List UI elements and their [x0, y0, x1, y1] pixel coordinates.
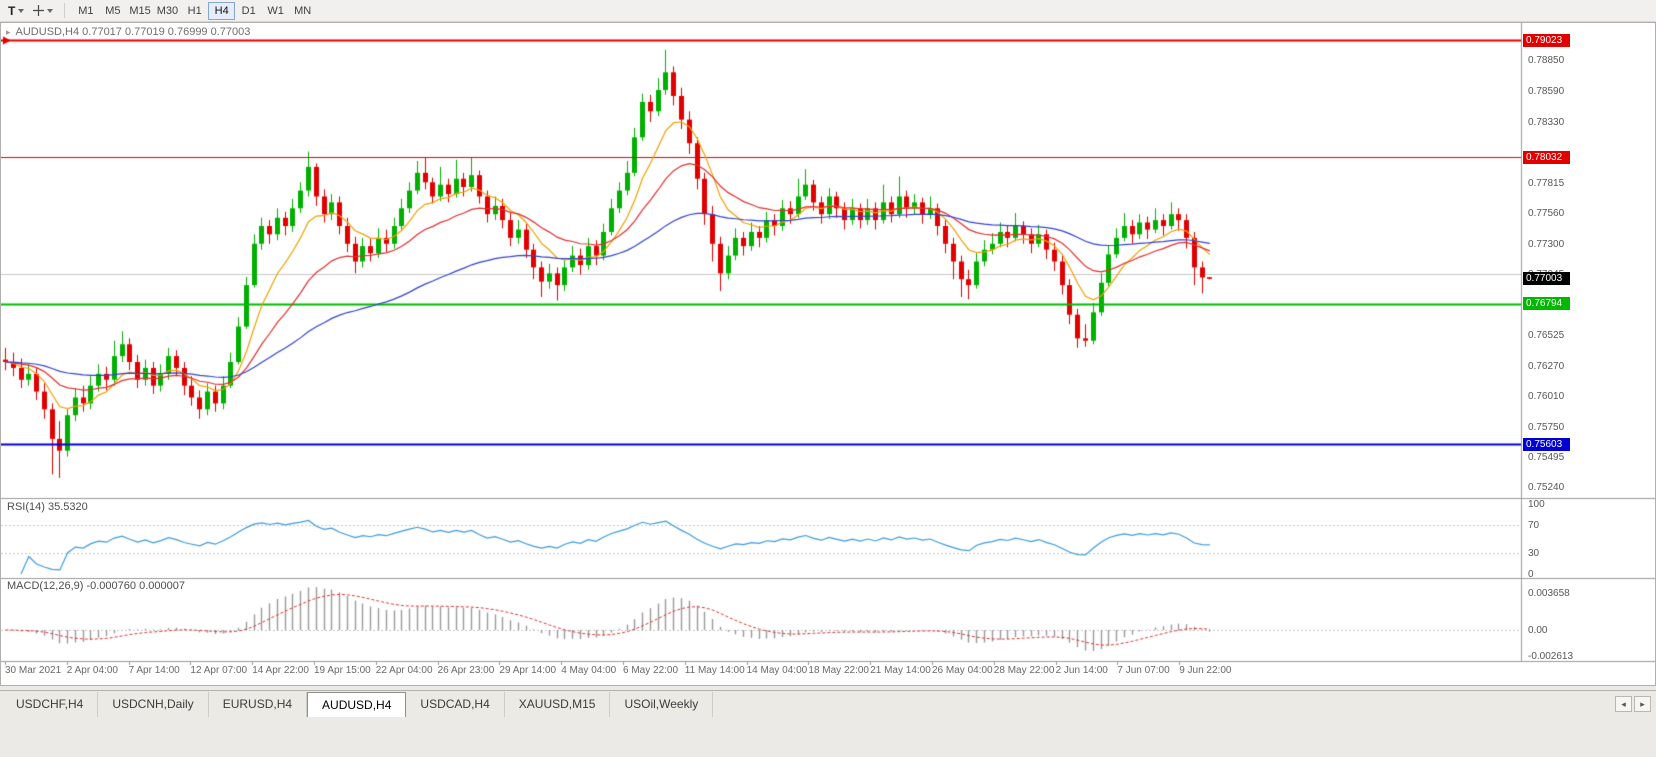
price-axis-label: 0.78850 — [1528, 55, 1565, 67]
time-axis-label: 30 Mar 2021 — [5, 665, 62, 676]
price-level-badge: 0.76794 — [1523, 297, 1570, 311]
price-level-badge: 0.75603 — [1523, 437, 1570, 451]
time-axis-label: 28 May 22:00 — [993, 665, 1055, 676]
price-axis-label: 0.77815 — [1528, 177, 1565, 189]
price-axis-label: 0.78330 — [1528, 116, 1565, 128]
time-axis-label: 14 May 04:00 — [746, 665, 808, 676]
price-axis-label: 0.76010 — [1528, 391, 1565, 403]
price-axis-label: 0.77300 — [1528, 238, 1565, 250]
time-axis-label: 11 May 14:00 — [684, 665, 745, 676]
text-tool-label: T — [8, 3, 16, 18]
price-chart-canvas[interactable] — [1, 23, 1655, 685]
timeframe-button-h1[interactable]: H1 — [187, 4, 202, 17]
price-axis-label: 0.78590 — [1528, 86, 1565, 98]
time-axis-label: 4 May 04:00 — [561, 665, 617, 676]
timeframe-button-m5[interactable]: M5 — [105, 4, 121, 17]
price-axis-label: 0.75750 — [1528, 422, 1565, 434]
timeframe-group: M1 M5 M15 M30 H1 H4 D1 W1 MN — [72, 1, 316, 20]
price-level-badge: 0.78032 — [1523, 150, 1570, 164]
chart-tab-usdcad[interactable]: USDCAD,H4 — [406, 692, 505, 717]
price-axis-label: 0.77560 — [1528, 208, 1565, 220]
time-axis-label: 19 Apr 15:00 — [314, 665, 371, 676]
current-price-badge: 0.77003 — [1523, 272, 1570, 286]
price-axis-label: 0.76270 — [1528, 360, 1565, 372]
timeframe-button-h4[interactable]: H4 — [208, 1, 236, 20]
rsi-axis-label: 100 — [1528, 499, 1545, 510]
price-level-badge: 0.79023 — [1523, 33, 1570, 47]
price-axis-label: 0.75495 — [1528, 452, 1565, 464]
time-axis-label: 26 May 04:00 — [932, 665, 993, 676]
timeframe-button-w1[interactable]: W1 — [267, 4, 284, 17]
tab-scroll-right-button[interactable]: ▸ — [1634, 696, 1651, 712]
rsi-indicator-label: RSI(14) 35.5320 — [7, 501, 88, 513]
chart-ohlc-title: ▸ AUDUSD,H4 0.77017 0.77019 0.76999 0.770… — [6, 26, 250, 38]
crosshair-icon — [33, 5, 45, 16]
toolbar-separator — [64, 3, 66, 18]
time-axis-label: 26 Apr 23:00 — [437, 665, 495, 676]
chart-tabs: USDCHF,H4 USDCNH,Daily EURUSD,H4 AUDUSD,H4 U… — [2, 692, 714, 717]
chart-tab-bar: USDCHF,H4 USDCNH,Daily EURUSD,H4 AUDUSD,H4 U… — [0, 690, 1656, 717]
tab-scroll-controls: ◂ ▸ — [1615, 696, 1651, 712]
dropdown-caret-icon — [47, 8, 54, 13]
time-axis-label: 12 Apr 07:00 — [190, 665, 248, 676]
time-axis-label: 7 Apr 14:00 — [128, 665, 180, 676]
chart-begin-marker-icon: ▸ — [6, 27, 11, 37]
macd-axis-label: 0.003658 — [1528, 588, 1570, 600]
chart-tab-usoil[interactable]: USOil,Weekly — [610, 692, 714, 717]
chart-title-text: AUDUSD,H4 0.77017 0.77019 0.76999 0.7700… — [15, 26, 251, 38]
time-axis-label: 6 May 22:00 — [623, 665, 679, 676]
time-axis-label: 14 Apr 22:00 — [252, 665, 309, 676]
chart-tab-usdchf[interactable]: USDCHF,H4 — [2, 692, 99, 717]
chart-tab-xauusd[interactable]: XAUUSD,M15 — [505, 692, 611, 717]
chart-window: ▸ AUDUSD,H4 0.77017 0.77019 0.76999 0.770… — [0, 22, 1656, 686]
timeframe-button-m30[interactable]: M30 — [156, 4, 179, 17]
timeframe-button-m15[interactable]: M15 — [129, 4, 151, 17]
toolbar: T M1 M5 M15 M30 H1 H4 D1 W1 MN — [0, 0, 1656, 22]
rsi-axis-label: 0 — [1528, 569, 1534, 580]
macd-axis-label: -0.002613 — [1528, 651, 1574, 663]
macd-indicator-label: MACD(12,26,9) -0.000760 0.000007 — [7, 580, 185, 592]
time-axis-label: 22 Apr 04:00 — [375, 665, 433, 676]
price-axis-label: 0.75240 — [1528, 482, 1565, 494]
time-axis-label: 29 Apr 14:00 — [499, 665, 557, 676]
time-axis-label: 2 Apr 04:00 — [66, 665, 118, 676]
timeframe-button-mn[interactable]: MN — [294, 4, 312, 17]
price-axis-label: 0.76525 — [1528, 330, 1565, 342]
time-axis-label: 9 Jun 22:00 — [1179, 665, 1232, 676]
time-axis-label: 7 Jun 07:00 — [1117, 665, 1170, 676]
text-tool-button[interactable]: T — [4, 2, 28, 20]
chart-tab-audusd[interactable]: AUDUSD,H4 — [307, 692, 407, 717]
time-axis-label: 2 Jun 14:00 — [1055, 665, 1108, 676]
macd-axis-label: 0.00 — [1528, 625, 1548, 636]
dropdown-caret-icon — [18, 8, 25, 13]
timeframe-button-d1[interactable]: D1 — [241, 4, 256, 17]
chart-tab-eurusd[interactable]: EURUSD,H4 — [209, 692, 308, 717]
crosshair-tool-button[interactable] — [29, 2, 57, 20]
rsi-axis-label: 70 — [1528, 520, 1540, 531]
time-axis-label: 18 May 22:00 — [808, 665, 869, 676]
timeframe-button-m1[interactable]: M1 — [78, 4, 94, 17]
rsi-axis-label: 30 — [1528, 548, 1540, 559]
tab-scroll-left-button[interactable]: ◂ — [1615, 696, 1632, 712]
time-axis-label: 21 May 14:00 — [870, 665, 931, 676]
chart-tab-usdcnh[interactable]: USDCNH,Daily — [98, 692, 209, 717]
